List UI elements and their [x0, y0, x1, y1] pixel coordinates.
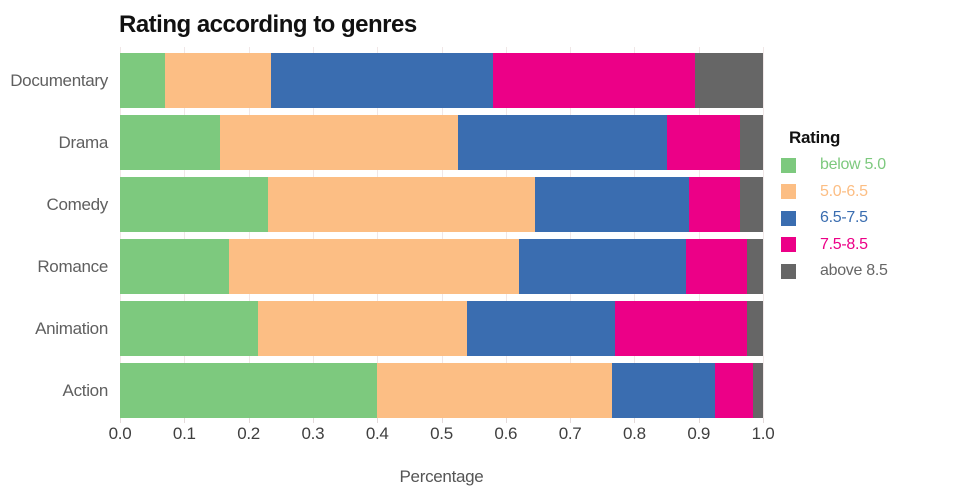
x-tick-label: 0.2	[237, 424, 260, 443]
bar-row-drama	[120, 115, 763, 170]
y-axis-label-action: Action	[62, 380, 109, 400]
bar-segment-7-5-8-5	[666, 115, 741, 170]
legend-item-6-5-7-5: 6.5-7.5	[781, 209, 888, 226]
bar-segment-6-5-7-5	[611, 363, 715, 418]
bar-segment-5-0-6-5	[219, 115, 458, 170]
y-axis-label-animation: Animation	[35, 318, 108, 338]
gridline	[505, 47, 507, 418]
bar-segment-below-5-0	[120, 301, 259, 356]
gridline	[184, 47, 186, 418]
legend-item-5-0-6-5: 5.0-6.5	[781, 182, 888, 200]
x-tick-mark	[570, 418, 572, 423]
legend-label-5-0-6-5: 5.0-6.5	[820, 182, 868, 200]
x-tick-mark	[505, 418, 507, 423]
plot-area	[120, 47, 764, 418]
x-tick-label: 0.4	[365, 424, 389, 443]
x-tick-label: 0.5	[430, 424, 453, 443]
bar-segment-below-5-0	[120, 363, 378, 418]
y-axis-label-romance: Romance	[37, 256, 108, 276]
legend-swatch-below-5-0	[781, 157, 796, 173]
y-axis-label-documentary: Documentary	[10, 70, 108, 90]
legend-label-6-5-7-5: 6.5-7.5	[820, 209, 868, 226]
legend-swatch-5-0-6-5	[781, 184, 796, 199]
bar-segment-7-5-8-5	[615, 301, 747, 356]
x-tick-label: 0.8	[623, 424, 646, 443]
x-tick-label: 0.7	[558, 424, 582, 443]
legend-label-above-8-5: above 8.5	[820, 262, 888, 279]
bar-segment-5-0-6-5	[377, 363, 612, 418]
x-tick-mark	[377, 418, 379, 423]
gridline	[312, 47, 314, 418]
bar-segment-6-5-7-5	[467, 301, 616, 356]
x-tick-mark	[698, 418, 700, 423]
y-axis-labels: Documentary Drama Comedy Romance Animation Ac…	[0, 47, 108, 418]
bar-segment-5-0-6-5	[258, 301, 468, 356]
bar-segment-above-8-5	[740, 177, 763, 232]
bar-segment-6-5-7-5	[534, 177, 690, 232]
gridline	[377, 47, 379, 418]
legend-item-7-5-8-5: 7.5-8.5	[781, 235, 888, 253]
x-tick-mark	[763, 418, 764, 423]
bar-row-romance	[120, 239, 763, 294]
x-tick-mark	[248, 418, 250, 423]
x-tick-label: 0.6	[494, 424, 518, 443]
gridline	[698, 47, 700, 418]
legend-item-below-5-0: below 5.0	[781, 156, 888, 173]
x-tick-label: 1.0	[751, 424, 775, 443]
x-tick-label: 0.9	[687, 424, 711, 443]
legend-label-below-5-0: below 5.0	[820, 156, 886, 173]
bar-row-animation	[120, 301, 763, 356]
bar-segment-7-5-8-5	[685, 239, 747, 294]
bar-segment-7-5-8-5	[492, 53, 696, 108]
x-tick-mark	[184, 418, 186, 423]
bar-row-action	[120, 363, 763, 418]
legend: Rating below 5.0 5.0-6.5 6.5-7.5 7.5-8.5 abo…	[781, 128, 888, 290]
bar-segment-7-5-8-5	[689, 177, 741, 232]
gridline	[634, 47, 636, 418]
x-tick-label: 0.3	[301, 424, 325, 443]
bar-row-documentary	[120, 53, 763, 108]
bar-segment-6-5-7-5	[457, 115, 667, 170]
chart-title: Rating according to genres	[119, 11, 417, 38]
bar-segment-5-0-6-5	[165, 53, 272, 108]
x-tick-label: 0.0	[108, 424, 132, 443]
bar-segment-above-8-5	[746, 239, 763, 294]
bar-segment-5-0-6-5	[267, 177, 535, 232]
bar-segment-below-5-0	[120, 115, 220, 170]
bar-segment-5-0-6-5	[229, 239, 519, 294]
y-axis-label-comedy: Comedy	[46, 194, 108, 214]
bar-segment-above-8-5	[695, 53, 763, 108]
x-axis-title: Percentage	[399, 467, 484, 486]
bar-segment-6-5-7-5	[271, 53, 493, 108]
gridline	[441, 47, 443, 418]
x-tick-mark	[120, 418, 121, 423]
legend-swatch-above-8-5	[781, 263, 796, 279]
bar-segment-below-5-0	[120, 53, 165, 108]
legend-swatch-6-5-7-5	[781, 210, 796, 226]
y-axis-label-drama: Drama	[58, 132, 108, 152]
x-tick-mark	[634, 418, 636, 423]
x-tick-label: 0.1	[172, 424, 196, 443]
legend-title: Rating	[789, 128, 841, 147]
legend-label-7-5-8-5: 7.5-8.5	[820, 235, 868, 253]
legend-items: below 5.0 5.0-6.5 6.5-7.5 7.5-8.5 above 8.5	[781, 156, 888, 279]
x-tick-mark	[441, 418, 443, 423]
gridline	[570, 47, 572, 418]
x-tick-mark	[312, 418, 314, 423]
bar-segment-above-8-5	[753, 363, 763, 418]
bar-row-comedy	[120, 177, 763, 232]
bar-segment-below-5-0	[120, 239, 230, 294]
legend-swatch-7-5-8-5	[781, 237, 796, 252]
bar-segment-above-8-5	[740, 115, 763, 170]
legend-item-above-8-5: above 8.5	[781, 262, 888, 279]
bar-segment-above-8-5	[746, 301, 763, 356]
bar-segment-below-5-0	[120, 177, 268, 232]
gridline	[763, 47, 764, 418]
gridline	[248, 47, 250, 418]
gridline	[120, 47, 121, 418]
bar-segment-6-5-7-5	[518, 239, 686, 294]
bar-segment-7-5-8-5	[714, 363, 754, 418]
